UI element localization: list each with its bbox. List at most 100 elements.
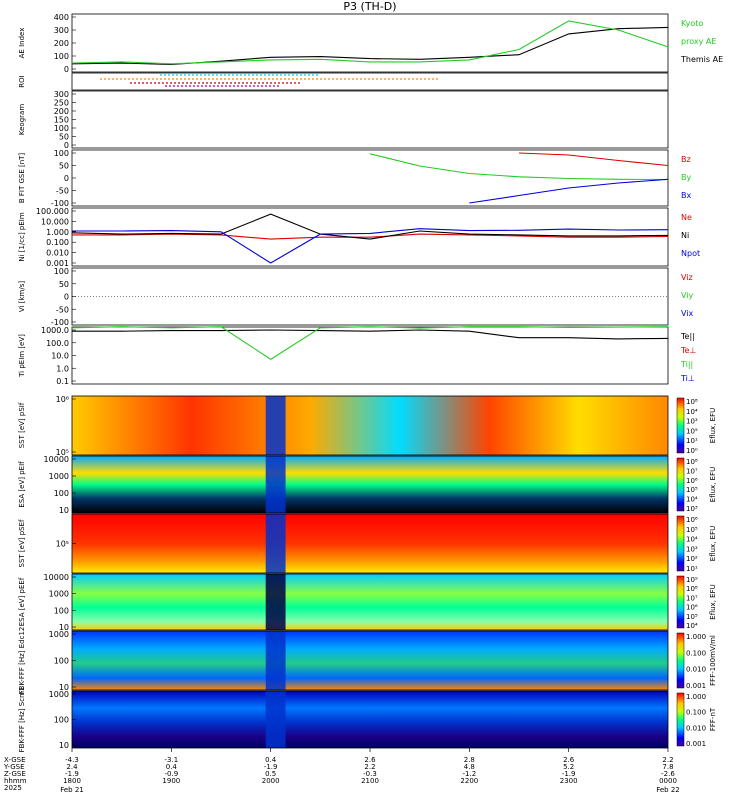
colorbar-tick-label: 10³ bbox=[686, 418, 698, 426]
y-tick-label: -50 bbox=[56, 305, 69, 314]
colorbar-label: Eflux, EFU bbox=[709, 408, 717, 443]
spectrogram-fbk_e bbox=[72, 631, 668, 690]
y-tick-label: 10 bbox=[59, 506, 69, 515]
gap-stripe-fbk_b bbox=[265, 691, 286, 748]
y-tick-label: 1.000 bbox=[46, 228, 69, 237]
x-gse-label: -4.3 bbox=[65, 756, 79, 764]
colorbar-tick-label: 10¹ bbox=[686, 565, 698, 573]
series-line-te bbox=[72, 329, 669, 340]
z-gse-label: -1.9 bbox=[65, 770, 79, 778]
colorbar-tick-label: 10⁴ bbox=[686, 622, 698, 630]
y-tick-label: 200 bbox=[54, 107, 69, 116]
y-gse-label: 5.2 bbox=[563, 763, 574, 771]
y-tick-label: 250 bbox=[54, 99, 69, 108]
colorbar-sst_e bbox=[676, 515, 685, 572]
y-tick-label: 1000.0 bbox=[41, 326, 69, 335]
axis-row-label: Z-GSE bbox=[4, 770, 26, 778]
series-line-bz bbox=[518, 152, 669, 167]
colorbar-label: Eflux, EFU bbox=[709, 526, 717, 561]
x-tick-label: 2200 bbox=[460, 777, 478, 785]
figure-title: P3 (TH-D) bbox=[343, 0, 396, 13]
colorbar-tick-label: 10⁴ bbox=[686, 496, 698, 504]
panel-frame-esa_i bbox=[71, 455, 669, 514]
colorbar-tick-label: 1.000 bbox=[686, 693, 706, 701]
y-tick-label: 1000 bbox=[49, 590, 69, 599]
series-line-bx bbox=[469, 178, 669, 204]
colorbar-label: FFF-100mV/ml bbox=[709, 635, 717, 686]
legend-entry: Ti|| bbox=[680, 360, 693, 369]
colorbar-tick-label: 10⁵ bbox=[686, 526, 698, 534]
z-gse-label: -0.9 bbox=[164, 770, 178, 778]
panel-temp: Ti pEIm [eV] 1000.0 100.0 10.0 1.0 0.1 Te|| Te⊥… bbox=[18, 326, 696, 386]
series-layer bbox=[71, 20, 669, 360]
y-tick-label: 400 bbox=[54, 13, 69, 22]
x-gse-label: 0.4 bbox=[265, 756, 277, 764]
legend-entry: Viz bbox=[681, 273, 693, 282]
spectrogram-esa_e bbox=[72, 574, 668, 630]
gap-stripe-esa_i bbox=[265, 456, 286, 513]
y-tick-label: 10⁵ bbox=[56, 448, 69, 457]
colorbar-tick-label: 10⁵ bbox=[686, 486, 698, 494]
y-tick-label: -50 bbox=[56, 187, 69, 196]
colorbar-tick-label: 10⁶ bbox=[686, 477, 698, 485]
y-tick-label: 300 bbox=[54, 90, 69, 99]
y-tick-label: 50 bbox=[59, 133, 69, 142]
y-tick-label: 10⁵ bbox=[56, 540, 69, 549]
x-gse-label: 2.6 bbox=[563, 756, 575, 764]
panel-ylabel: Vi [km/s] bbox=[18, 281, 26, 312]
panel-ylabel: SST [eV] pSEf bbox=[18, 519, 26, 567]
colorbar-tick-label: 0.100 bbox=[686, 709, 706, 717]
y-tick-label: 10000 bbox=[44, 455, 69, 464]
gap-stripe-sst_e bbox=[265, 514, 286, 573]
y-tick-label: 10.0 bbox=[51, 352, 69, 361]
date-right: Feb 22 bbox=[656, 786, 680, 794]
y-tick-label: 10.000 bbox=[41, 217, 69, 226]
colorbar-tick-label: 0.010 bbox=[686, 666, 706, 674]
y-tick-label: 1.0 bbox=[56, 364, 69, 373]
panel-ylabel: FBK-FFF [Hz] Scm1 bbox=[18, 687, 26, 753]
panel-ylabel: ROI bbox=[18, 75, 26, 87]
panel-bg-bfield bbox=[72, 150, 668, 206]
y-tick-label: 10 bbox=[59, 623, 69, 632]
series-line-ni bbox=[71, 213, 669, 240]
colorbar-tick-label: 1.000 bbox=[686, 633, 706, 641]
axis-row-label: hhmm bbox=[4, 777, 27, 785]
series-line-kyotoproxyae bbox=[71, 20, 669, 65]
x-gse-label: 2.2 bbox=[662, 756, 673, 764]
colorbar-tick-label: 10⁴ bbox=[686, 408, 698, 416]
y-tick-label: 0 bbox=[64, 293, 69, 302]
colorbar-tick-label: 10⁸ bbox=[686, 398, 698, 406]
z-gse-label: -2.6 bbox=[661, 770, 675, 778]
colorbar-tick-label: 10⁶ bbox=[686, 604, 698, 612]
legend-entry: proxy AE bbox=[681, 37, 716, 46]
colorbar-tick-label: 10⁸ bbox=[686, 585, 698, 593]
legend-entry: Viy bbox=[681, 291, 694, 300]
y-tick-label: 100.000 bbox=[36, 207, 69, 216]
legend-entry: Ti⊥ bbox=[680, 374, 695, 383]
colorbar-sst_i bbox=[676, 397, 685, 454]
colorbar-tick-label: 10³ bbox=[686, 545, 698, 553]
colorbar-tick-label: 10⁵ bbox=[686, 427, 698, 435]
y-tick-label: 300 bbox=[54, 26, 69, 35]
colorbar-tick-label: 10⁴ bbox=[686, 536, 698, 544]
x-tick-label: 1900 bbox=[162, 777, 180, 785]
z-gse-label: 0.5 bbox=[265, 770, 276, 778]
colorbar-tick-label: 0.010 bbox=[686, 724, 706, 732]
gap-stripe-sst_i bbox=[265, 396, 286, 455]
y-tick-label: 150 bbox=[54, 116, 69, 125]
colorbar-tick-label: 10⁶ bbox=[686, 516, 698, 524]
x-tick-label: 2100 bbox=[361, 777, 379, 785]
panel-ylabel: ESA [eV] pEEf bbox=[18, 577, 26, 626]
colorbar-esa_e bbox=[676, 575, 685, 629]
y-tick-label: -100 bbox=[51, 199, 69, 208]
gap-stripe-esa_e bbox=[265, 574, 286, 630]
z-gse-label: -0.3 bbox=[363, 770, 377, 778]
y-tick-label: 10000 bbox=[44, 573, 69, 582]
series-line-by bbox=[369, 153, 669, 181]
y-tick-label: 100 bbox=[54, 52, 69, 61]
series-line-ti bbox=[71, 326, 669, 360]
y-tick-label: 0 bbox=[64, 174, 69, 183]
